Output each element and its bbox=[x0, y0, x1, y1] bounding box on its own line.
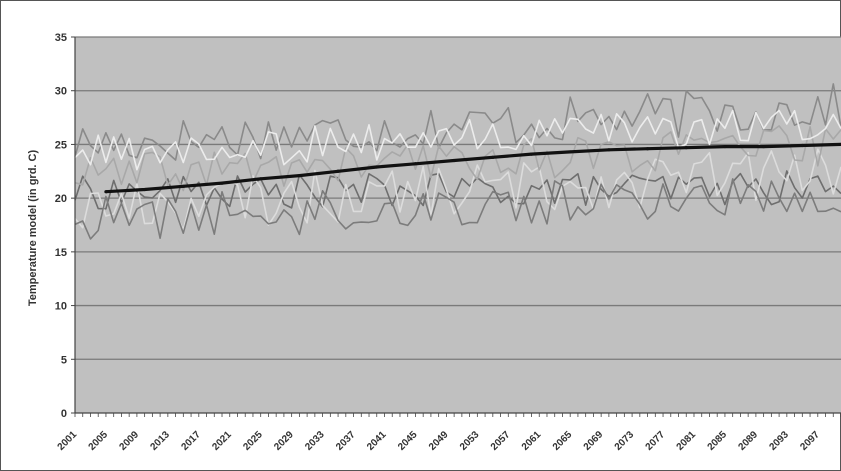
mean-series-point bbox=[375, 165, 379, 169]
y-tick-labels: 0 5 10 15 20 25 30 35 bbox=[55, 32, 75, 420]
ensemble-series-line bbox=[74, 83, 841, 161]
y-tick-label: 15 bbox=[55, 247, 67, 259]
y-tick-label: 25 bbox=[55, 139, 67, 151]
y-tick-label: 30 bbox=[55, 86, 67, 98]
x-minor-ticks bbox=[74, 413, 841, 417]
ensemble-series-group bbox=[74, 83, 841, 240]
mean-series-point bbox=[220, 181, 224, 185]
ensemble-series-line bbox=[74, 178, 841, 240]
mean-series-point bbox=[143, 187, 147, 192]
mean-series-point bbox=[762, 144, 766, 149]
mean-series-point bbox=[529, 152, 534, 156]
mean-series-point bbox=[800, 143, 804, 148]
y-tick-label: 0 bbox=[61, 408, 67, 420]
mean-series-point bbox=[607, 148, 611, 152]
mean-series-point bbox=[491, 155, 495, 159]
mean-series-point bbox=[413, 162, 418, 166]
mean-series-point bbox=[452, 158, 456, 163]
mean-series-point bbox=[645, 147, 650, 151]
gridlines bbox=[75, 36, 841, 360]
mean-series-point bbox=[723, 144, 727, 149]
mean-series-point bbox=[181, 184, 185, 188]
ensemble-series-line bbox=[74, 148, 841, 231]
ensemble-series-line bbox=[74, 125, 841, 192]
y-tick-label: 20 bbox=[55, 193, 67, 205]
mean-series-group bbox=[104, 142, 841, 194]
mean-series-point bbox=[259, 177, 263, 181]
mean-series-point bbox=[104, 190, 108, 194]
y-axis-label: Temperature model (in grd. C) bbox=[27, 150, 39, 307]
mean-series-line bbox=[105, 142, 841, 194]
y-tick-label: 10 bbox=[55, 301, 67, 313]
y-tick-label: 5 bbox=[61, 354, 67, 366]
ensemble-series-line bbox=[74, 109, 841, 171]
mean-series-point bbox=[684, 146, 688, 150]
y-tick-label: 35 bbox=[55, 32, 67, 44]
mean-series-point bbox=[336, 169, 340, 173]
mean-series-point bbox=[568, 150, 572, 154]
ensemble-series-line bbox=[74, 170, 841, 210]
mean-series-point bbox=[297, 173, 301, 178]
plot-area bbox=[75, 37, 841, 413]
